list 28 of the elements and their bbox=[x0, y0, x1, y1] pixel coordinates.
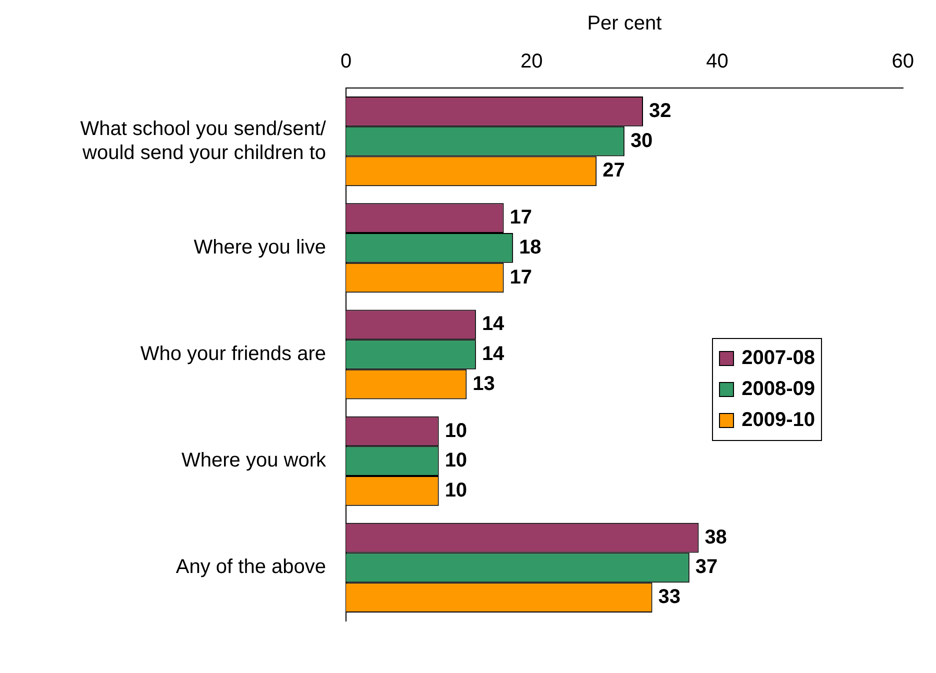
data-label: 33 bbox=[658, 586, 681, 608]
y-tick-label: Where you live bbox=[194, 236, 326, 258]
x-tick-label: 40 bbox=[706, 50, 728, 73]
y-tick-label: Where you work bbox=[182, 450, 327, 472]
data-label: 14 bbox=[482, 313, 506, 336]
data-label: 17 bbox=[510, 206, 532, 229]
y-tick-label: Any of the above bbox=[176, 556, 326, 578]
data-label: 13 bbox=[472, 372, 495, 395]
data-label: 27 bbox=[602, 160, 625, 182]
legend-label: 2007-08 bbox=[742, 346, 815, 371]
x-tick-label: 0 bbox=[340, 50, 352, 73]
data-label: 32 bbox=[649, 100, 672, 122]
data-label: 10 bbox=[444, 450, 468, 472]
data-label: 14 bbox=[482, 343, 506, 366]
x-tick-label: 20 bbox=[520, 50, 543, 73]
y-tick-label: Who your friends are bbox=[140, 343, 326, 366]
data-label: 10 bbox=[444, 420, 468, 442]
y-tick-label: What school you send/sent/ would send your children to bbox=[80, 118, 326, 164]
data-label: 18 bbox=[519, 236, 542, 258]
data-label: 17 bbox=[510, 266, 532, 288]
legend-label: 2008-09 bbox=[742, 377, 815, 402]
data-label: 30 bbox=[630, 130, 653, 152]
data-label: 38 bbox=[704, 526, 727, 548]
x-axis-title: Per cent bbox=[587, 12, 662, 35]
x-tick-label: 60 bbox=[892, 50, 914, 73]
legend-label: 2009-10 bbox=[742, 408, 815, 433]
data-label: 37 bbox=[695, 556, 718, 578]
data-label: 10 bbox=[444, 479, 468, 502]
